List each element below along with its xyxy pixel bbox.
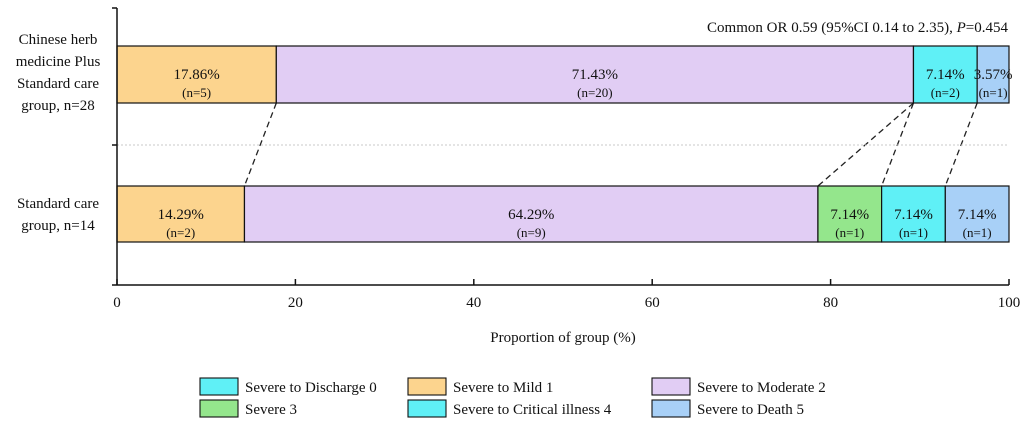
data-label-count: (n=1)	[963, 225, 992, 240]
data-label-percent: 71.43%	[572, 67, 618, 83]
data-label-count: (n=20)	[577, 85, 613, 100]
bar-1-severe-to-mild-1	[116, 45, 277, 104]
legend-label-severe-3: Severe 3	[245, 402, 297, 418]
legend-swatch-severe-to-critical-illness-4	[407, 399, 447, 418]
legend-label-severe-to-mild-1: Severe to Mild 1	[453, 380, 553, 396]
data-label-count: (n=2)	[166, 225, 195, 240]
legend-swatch-severe-to-death-5	[651, 399, 691, 418]
group-label-1: Chinese herb medicine Plus Standard care gr…	[16, 32, 101, 114]
x-tick-label: 0	[113, 295, 121, 311]
legend: Severe to Discharge 0 Severe to Mild 1 Sev…	[199, 377, 826, 418]
bar-2-severe-to-moderate-2	[243, 185, 819, 243]
data-label-count: (n=9)	[517, 225, 546, 240]
legend-swatch-severe-3	[199, 399, 239, 418]
group-labels: Chinese herb medicine Plus Standard care gr…	[16, 32, 101, 234]
legend-label-severe-to-death-5: Severe to Death 5	[697, 402, 804, 418]
x-tick-label: 20	[288, 295, 303, 311]
data-label-count: (n=2)	[931, 85, 960, 100]
group-label-2: Standard care group, n=14	[17, 196, 99, 234]
data-label-percent: 3.57%	[974, 67, 1013, 83]
bar-1-severe-to-moderate-2	[275, 45, 915, 104]
x-tick-label: 60	[645, 295, 660, 311]
data-label-percent: 7.14%	[958, 207, 997, 223]
legend-label-severe-to-discharge-0: Severe to Discharge 0	[245, 380, 377, 396]
data-label-percent: 14.29%	[158, 207, 204, 223]
legend-swatch-severe-to-moderate-2	[651, 377, 691, 396]
legend-label-severe-to-critical-illness-4: Severe to Critical illness 4	[453, 402, 612, 418]
data-label-count: (n=1)	[899, 225, 928, 240]
x-tick-label: 40	[466, 295, 481, 311]
legend-label-severe-to-moderate-2: Severe to Moderate 2	[697, 380, 826, 396]
bar-segments: 17.86% (n=5) 71.43% (n=20) 7.14% (n=2) 3.57% (n…	[116, 45, 1013, 243]
data-label-count: (n=5)	[182, 85, 211, 100]
connector-line	[243, 102, 277, 187]
data-label-percent: 17.86%	[174, 67, 220, 83]
bar-1-severe-to-death-5	[976, 45, 1010, 104]
bar-1-severe-to-critical-illness-4	[912, 45, 978, 104]
legend-swatch-severe-to-mild-1	[407, 377, 447, 396]
data-label-percent: 7.14%	[926, 67, 965, 83]
data-label-percent: 7.14%	[830, 207, 869, 223]
data-label-percent: 7.14%	[894, 207, 933, 223]
x-axis-label: Proportion of group (%)	[490, 330, 635, 346]
bar-2-severe-to-death-5	[944, 185, 1010, 243]
data-label-percent: 64.29%	[508, 207, 554, 223]
x-tick-label: 100	[998, 295, 1021, 311]
legend-swatch-severe-to-discharge-0	[199, 377, 239, 396]
odds-ratio-annotation: Common OR 0.59 (95%CI 0.14 to 2.35), P=0…	[707, 20, 1008, 36]
x-tick-label: 80	[823, 295, 838, 311]
data-label-count: (n=1)	[979, 85, 1008, 100]
axes: 0 20 40 60 80 100 Proportion of group (%)	[112, 7, 1021, 346]
data-label-count: (n=1)	[835, 225, 864, 240]
